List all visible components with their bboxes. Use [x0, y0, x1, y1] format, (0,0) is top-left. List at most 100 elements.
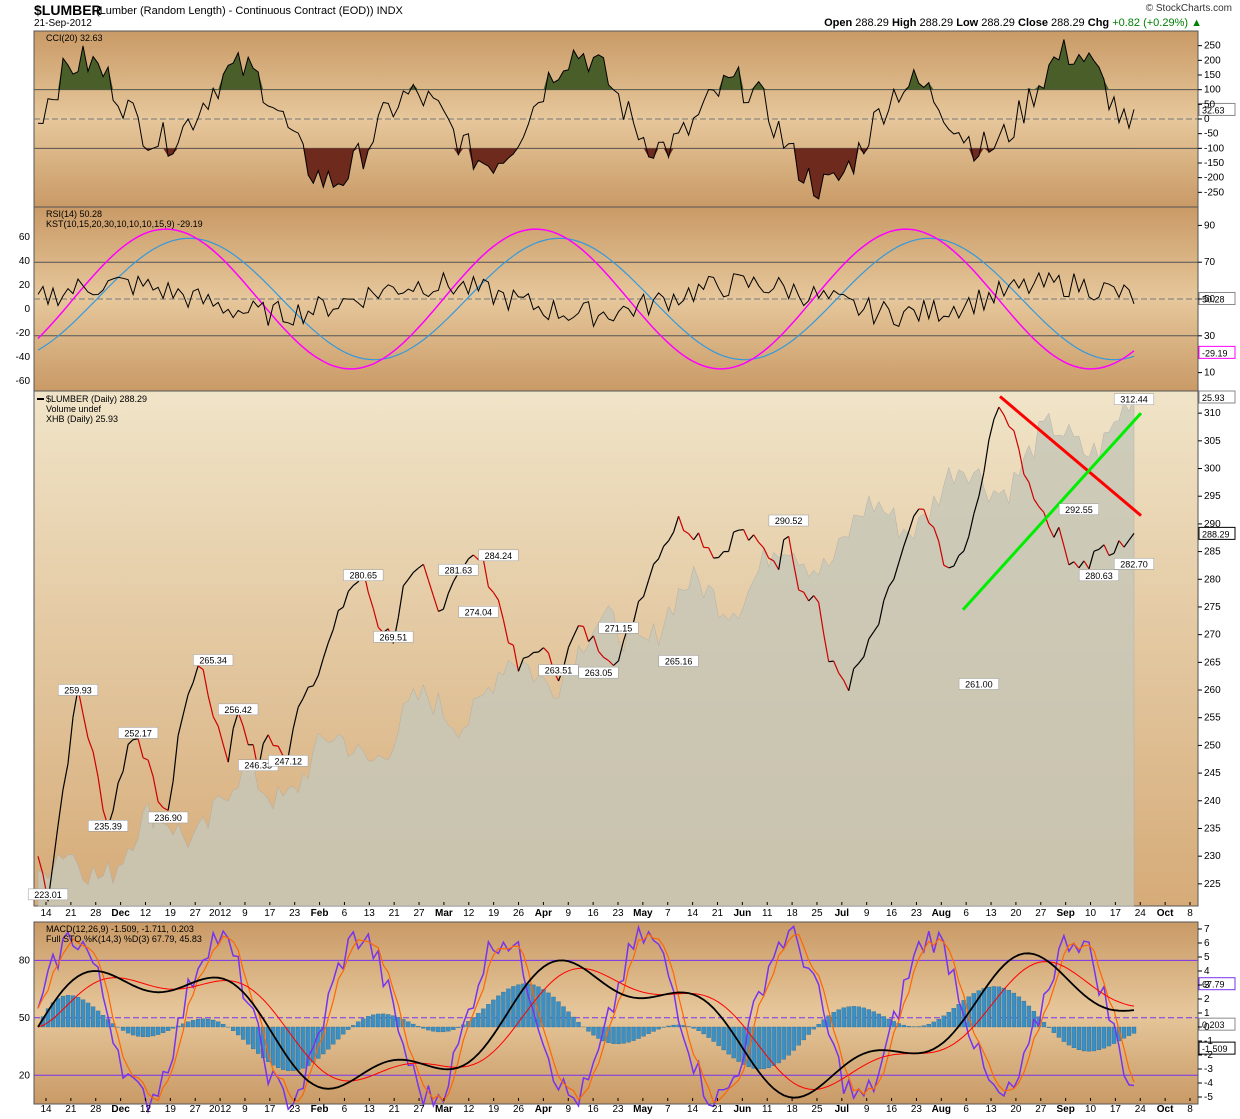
x-axis-label: 10: [1085, 1104, 1097, 1115]
macd-axis-label: 5: [1204, 952, 1210, 963]
price-segment: [162, 807, 169, 811]
macd-histogram-bar: [831, 1012, 836, 1028]
macd-axis-label: -2: [1204, 1050, 1213, 1061]
chart-symbol: $LUMBER: [34, 2, 102, 18]
price-segment: [242, 726, 249, 745]
macd-histogram-bar: [431, 1026, 436, 1032]
x-axis-label: Aug: [932, 1104, 951, 1115]
macd-histogram-bar: [80, 999, 86, 1028]
price-segment: [202, 669, 209, 696]
macd-histogram-bar: [1066, 1026, 1072, 1046]
price-data-label: 223.01: [27, 888, 69, 901]
price-segment: [592, 635, 600, 652]
macd-histogram-bar: [75, 997, 81, 1028]
macd-histogram-bar: [851, 1006, 856, 1028]
price-segment: [963, 536, 970, 552]
macd-histogram-bar: [150, 1026, 156, 1037]
macd-histogram-bar: [781, 1026, 786, 1060]
macd-histogram-bar: [731, 1026, 736, 1059]
open-label: Open: [824, 17, 853, 29]
macd-histogram-bar: [446, 1026, 451, 1032]
price-label-box: [1113, 393, 1155, 405]
macd-histogram-bar: [556, 1001, 561, 1028]
macd-axis-label: -4: [1204, 1078, 1213, 1089]
macd-histogram-bar: [951, 1008, 956, 1028]
price-segment: [297, 698, 304, 708]
x-axis-label: 9: [242, 1104, 248, 1115]
x-axis-label: 18: [787, 908, 799, 919]
macd-histogram-bar: [211, 1019, 216, 1028]
price-segment: [588, 635, 594, 642]
x-axis-label: 14: [687, 1104, 699, 1115]
macd-histogram-bar: [175, 1025, 181, 1028]
macd-histogram-bar: [341, 1026, 346, 1035]
macd-histogram-bar: [406, 1021, 411, 1028]
price-segment: [482, 559, 489, 587]
macd-histogram-bar: [666, 1025, 671, 1028]
macd-histogram-bar: [386, 1014, 391, 1028]
price-data-label: 263.05: [578, 666, 619, 679]
price-label-box: [118, 727, 159, 739]
macd-histogram-bar: [806, 1026, 811, 1035]
price-segment: [608, 660, 614, 666]
cci-axis-label: -250: [1204, 187, 1224, 198]
x-axis-label: 17: [264, 1104, 276, 1115]
price-segment: [948, 565, 955, 569]
price-segment: [523, 656, 529, 659]
price-segment: [528, 652, 534, 658]
x-axis-label: 11: [762, 1104, 773, 1115]
price-segment: [468, 554, 474, 560]
macd-axis-label: 1: [1204, 1008, 1210, 1019]
rsi-line: [37, 271, 1135, 328]
price-segment: [117, 771, 124, 784]
sto-d-line: [37, 933, 1135, 1104]
x-axis-label: Jun: [733, 1104, 751, 1115]
price-label-text: 271.15: [605, 623, 633, 633]
price-segment: [798, 589, 804, 593]
price-segment: [843, 680, 850, 692]
macd-histogram-bar: [476, 1013, 481, 1028]
sto-axis-label: 80: [19, 955, 31, 966]
macd-histogram-bar: [481, 1008, 486, 1028]
kst-axis-label: 0: [24, 304, 30, 315]
price-segment: [828, 660, 834, 663]
cci-axis-label: -100: [1204, 143, 1224, 154]
x-axis-label: 11: [762, 908, 773, 919]
macd-histogram-bar: [846, 1006, 851, 1028]
x-axis-label: Apr: [535, 1104, 552, 1115]
price-segment: [578, 625, 584, 628]
macd-histogram-bar: [721, 1026, 726, 1051]
price-data-label: 274.04: [458, 606, 499, 618]
x-axis-label: Jul: [835, 908, 850, 919]
macd-histogram-bar: [100, 1015, 106, 1028]
sto-axis-label: 50: [19, 1013, 31, 1024]
price-segment: [1068, 561, 1075, 566]
price-segment: [758, 541, 765, 549]
price-label-text: 269.51: [380, 632, 408, 642]
price-segment: [923, 509, 930, 524]
kst-axis-label: 60: [19, 232, 31, 243]
macd-histogram-bar: [571, 1016, 576, 1028]
price-segment: [873, 623, 880, 633]
macd-histogram-bar: [491, 999, 496, 1028]
x-axis-label: 19: [165, 1104, 177, 1115]
x-axis-label: 6: [963, 908, 969, 919]
price-segment: [533, 651, 539, 654]
macd-histogram-bar: [376, 1013, 381, 1028]
price-segment: [212, 716, 219, 727]
x-axis-label: 8: [1187, 1104, 1193, 1115]
macd-histogram-bar: [411, 1023, 416, 1028]
price-segment: [267, 734, 274, 746]
price-segment: [1048, 526, 1055, 538]
price-label-box: [88, 820, 129, 832]
price-segment: [517, 657, 524, 672]
price-axis-label: 310: [1204, 408, 1221, 419]
macd-histogram-bar: [426, 1026, 431, 1031]
x-axis-label: 21: [389, 908, 401, 919]
macd-histogram-bar: [631, 1026, 636, 1041]
price-segment: [993, 406, 1000, 420]
price-segment: [37, 856, 44, 875]
price-label-text: 292.55: [1065, 505, 1093, 515]
x-axis-label: 9: [242, 908, 248, 919]
cci-line: [37, 39, 1135, 200]
